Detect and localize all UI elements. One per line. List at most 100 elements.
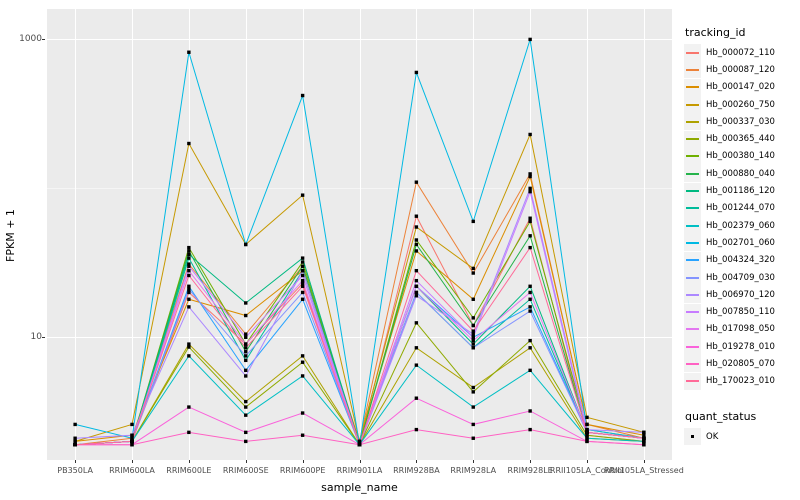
legend-item[interactable]: Hb_000260_750	[684, 96, 800, 114]
legend-item[interactable]: Hb_020805_070	[684, 355, 800, 373]
legend-line-icon	[686, 380, 699, 383]
data-point	[528, 234, 532, 238]
legend-item-label: Hb_017098_050	[706, 324, 775, 335]
data-point	[244, 342, 248, 346]
legend-item[interactable]: Hb_000380_140	[684, 147, 800, 165]
legend-color-swatch	[684, 113, 701, 131]
legend-item-label: Hb_006970_120	[706, 289, 775, 300]
data-point	[187, 268, 191, 273]
legend-color-swatch	[684, 303, 701, 321]
data-point	[414, 242, 419, 247]
data-point	[414, 290, 419, 295]
legend-item[interactable]: Hb_001186_120	[684, 182, 800, 200]
data-point	[300, 360, 305, 364]
data-point	[244, 399, 248, 404]
legend-item-label: Hb_004324_320	[706, 255, 775, 266]
x-gridline-major	[359, 9, 361, 460]
data-point	[187, 262, 191, 266]
data-point	[528, 409, 532, 413]
x-tick-mark	[359, 460, 361, 463]
legend-color-swatch	[684, 217, 701, 235]
data-point	[642, 430, 646, 435]
legend-item-label: Hb_000260_750	[706, 99, 775, 110]
legend-item[interactable]: Hb_170023_010	[684, 372, 800, 390]
data-point	[528, 309, 532, 313]
data-point	[528, 189, 532, 194]
data-point	[414, 346, 419, 350]
legend-line-icon	[686, 68, 699, 71]
data-point	[471, 297, 475, 301]
data-point	[471, 329, 475, 333]
legend-item[interactable]: Hb_004709_030	[684, 269, 800, 286]
legend-line-icon	[686, 293, 699, 296]
data-point	[585, 439, 589, 444]
legend-color-swatch	[684, 320, 701, 338]
data-point	[300, 290, 305, 295]
x-tick-label: RRIM600SE	[222, 466, 269, 475]
legend-line-icon	[686, 345, 699, 348]
legend-item[interactable]: Hb_006970_120	[684, 286, 800, 304]
x-gridline-major	[416, 9, 418, 460]
data-point	[244, 335, 248, 339]
legend-item-label: OK	[706, 431, 719, 442]
data-point	[414, 180, 419, 184]
legend-item[interactable]: Hb_004324_320	[684, 251, 800, 269]
data-point	[300, 281, 305, 286]
data-point	[414, 268, 419, 273]
series-line	[75, 214, 644, 447]
legend-item[interactable]: Hb_000072_110	[684, 44, 800, 62]
legend-item[interactable]: Hb_017098_050	[684, 320, 800, 338]
data-point	[528, 427, 532, 432]
x-tick-label: RRIM928LA	[450, 466, 497, 475]
y-tick-label: 1000	[19, 34, 42, 45]
legend-line-icon	[686, 328, 699, 331]
legend-item[interactable]: Hb_002701_060	[684, 234, 800, 252]
legend-item[interactable]: Hb_007850_110	[684, 303, 800, 321]
legend-item[interactable]: Hb_000880_040	[684, 165, 800, 183]
legend-item[interactable]: Hb_001244_070	[684, 199, 800, 217]
series-line	[75, 397, 644, 446]
data-point	[414, 225, 419, 229]
legend-color-swatch	[684, 61, 701, 79]
legend-item[interactable]: Hb_002379_060	[684, 217, 800, 235]
data-point	[414, 363, 419, 367]
legend-item[interactable]: Hb_000365_440	[684, 130, 800, 148]
legend-item[interactable]: Hb_000147_020	[684, 78, 800, 96]
data-point	[414, 284, 419, 288]
data-point	[471, 338, 475, 343]
legend-color-swatch	[684, 355, 701, 373]
data-point	[471, 405, 475, 409]
data-point	[528, 245, 532, 250]
legend-item-label: Hb_000337_030	[706, 116, 775, 127]
data-point	[187, 256, 191, 260]
data-point	[244, 368, 248, 373]
legend-item[interactable]: Hb_000337_030	[684, 113, 800, 131]
data-point	[471, 342, 475, 346]
data-point	[187, 252, 191, 257]
legend-tracking-id: tracking_id Hb_000072_110 Hb_000087_120 Hb…	[684, 26, 800, 390]
legend-color-swatch	[684, 372, 701, 390]
data-point	[130, 439, 134, 444]
data-point	[528, 290, 532, 295]
data-point	[357, 439, 362, 444]
legend-color-swatch	[684, 199, 701, 217]
data-point	[187, 249, 191, 253]
legend-item[interactable]: Hb_019278_010	[684, 338, 800, 356]
data-point	[585, 415, 589, 420]
data-point	[528, 186, 532, 191]
data-point	[528, 346, 532, 350]
data-point	[73, 422, 77, 427]
data-point	[187, 305, 191, 309]
data-point	[130, 436, 134, 440]
data-point	[528, 284, 532, 288]
legend-item[interactable]: OK	[684, 428, 800, 446]
legend-item[interactable]: Hb_000087_120	[684, 61, 800, 79]
data-point	[528, 305, 532, 309]
x-tick-label: PB350LA	[57, 466, 93, 475]
legend-line-icon	[686, 241, 699, 244]
data-point	[414, 294, 419, 298]
x-tick-mark	[132, 460, 133, 463]
legend-line-icon	[686, 51, 699, 54]
data-point	[300, 260, 305, 264]
data-point	[187, 273, 191, 278]
